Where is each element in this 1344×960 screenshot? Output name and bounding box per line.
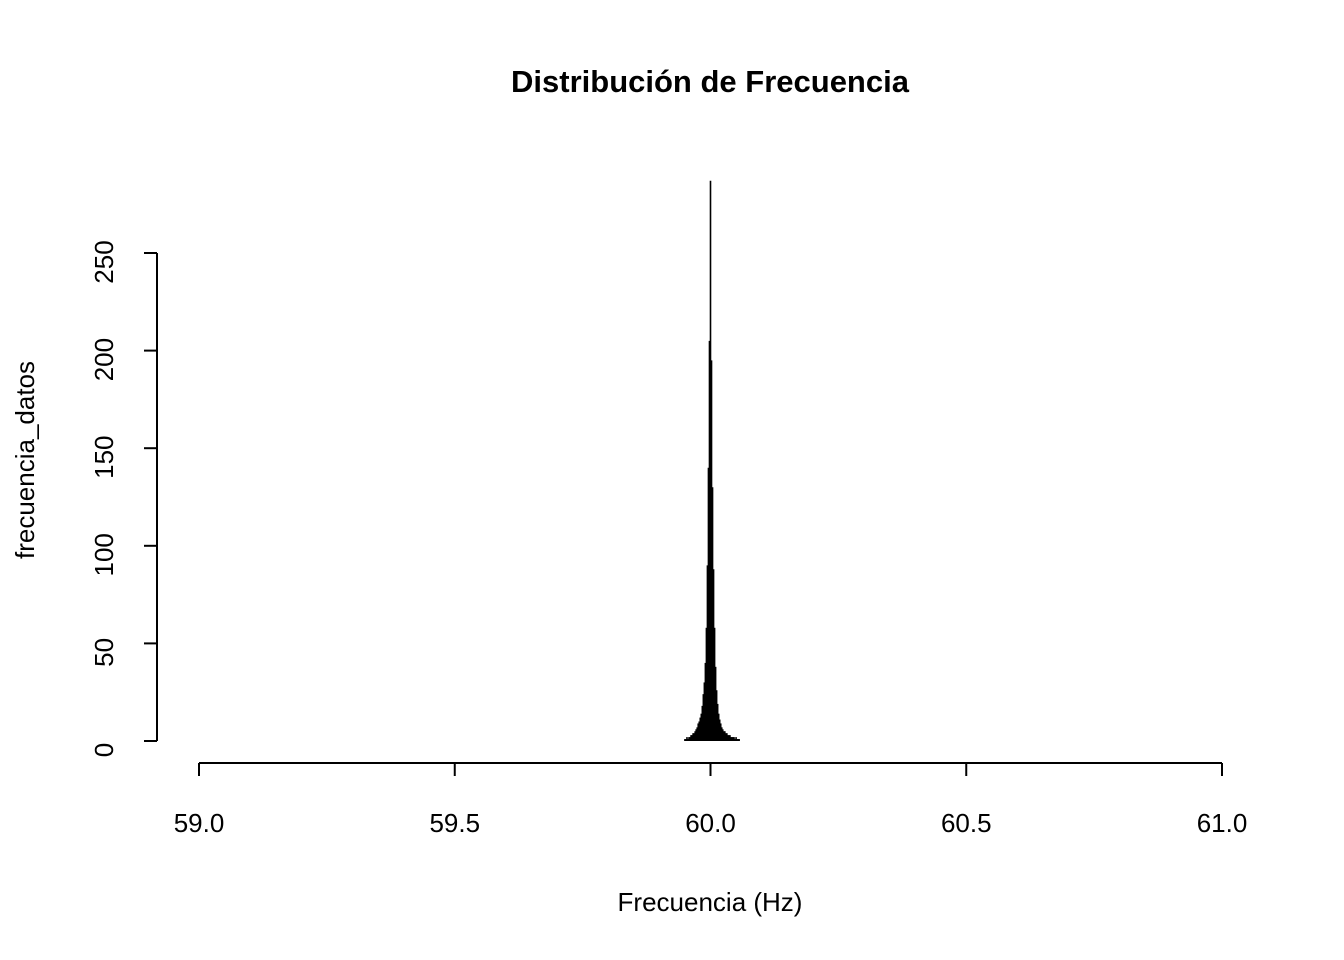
x-axis-label: Frecuencia (Hz) — [618, 887, 803, 917]
y-tick-label: 50 — [89, 638, 119, 667]
x-tick-label: 59.5 — [429, 808, 480, 838]
x-tick-label: 60.0 — [685, 808, 736, 838]
y-tick-label: 150 — [89, 436, 119, 479]
y-axis-label: frecuencia_datos — [10, 361, 40, 559]
y-tick-label: 100 — [89, 533, 119, 576]
y-tick-label: 0 — [89, 743, 119, 757]
chart-title: Distribución de Frecuencia — [511, 64, 910, 99]
x-tick-label: 59.0 — [174, 808, 225, 838]
y-tick-label: 200 — [89, 338, 119, 381]
y-tick-label: 250 — [89, 240, 119, 283]
x-tick-label: 61.0 — [1197, 808, 1248, 838]
x-tick-label: 60.5 — [941, 808, 992, 838]
